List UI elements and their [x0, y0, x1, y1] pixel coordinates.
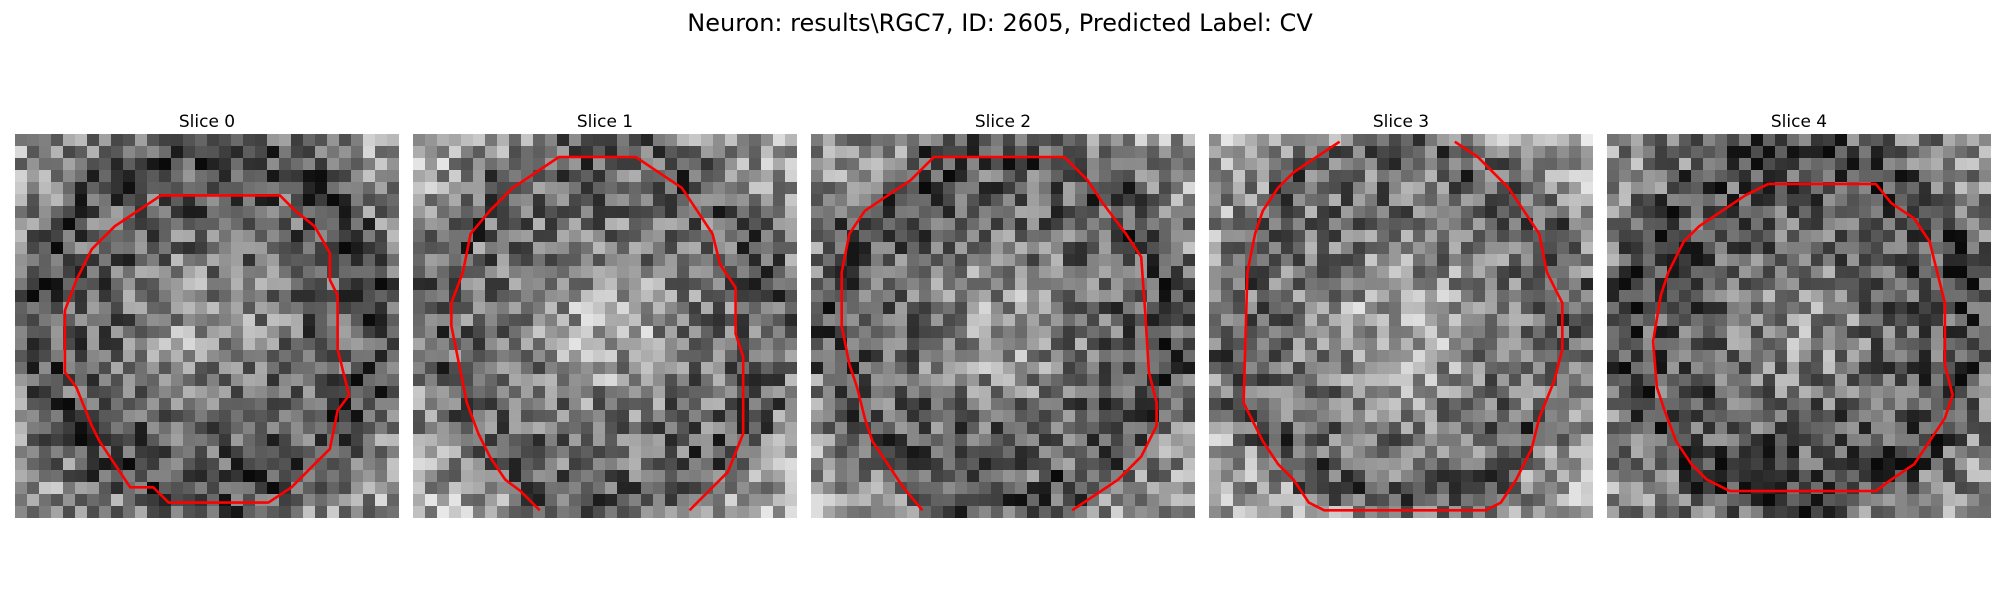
cell-contour	[840, 155, 1158, 512]
slice-panel-3: Slice 3	[1209, 110, 1593, 518]
slice-panel-0: Slice 0	[15, 110, 399, 518]
cell-contour	[450, 155, 745, 512]
slice-title: Slice 4	[1770, 112, 1828, 132]
figure-title: Neuron: results\RGC7, ID: 2605, Predicte…	[687, 9, 1313, 37]
slice-panel-1: Slice 1	[413, 110, 797, 518]
slice-image-3	[1209, 134, 1593, 518]
slice-panel-2: Slice 2	[811, 110, 1195, 518]
slice-title: Slice 2	[974, 112, 1032, 132]
slice-panel-4: Slice 4	[1607, 110, 1991, 518]
slice-image-4	[1607, 134, 1991, 518]
slice-image-0	[15, 134, 399, 518]
pixel-grid	[1607, 134, 1991, 518]
slice-image-2	[811, 134, 1195, 518]
pixel-grid	[811, 134, 1195, 518]
slice-title: Slice 0	[178, 112, 236, 132]
slice-title: Slice 3	[1372, 112, 1430, 132]
cell-contour	[1651, 182, 1954, 493]
pixel-grid	[15, 134, 399, 518]
slice-image-1	[413, 134, 797, 518]
pixel-grid	[413, 134, 797, 518]
cell-contour	[63, 194, 351, 504]
cell-contour	[1242, 140, 1564, 512]
pixel-grid	[1209, 134, 1593, 518]
slice-title: Slice 1	[576, 112, 634, 132]
